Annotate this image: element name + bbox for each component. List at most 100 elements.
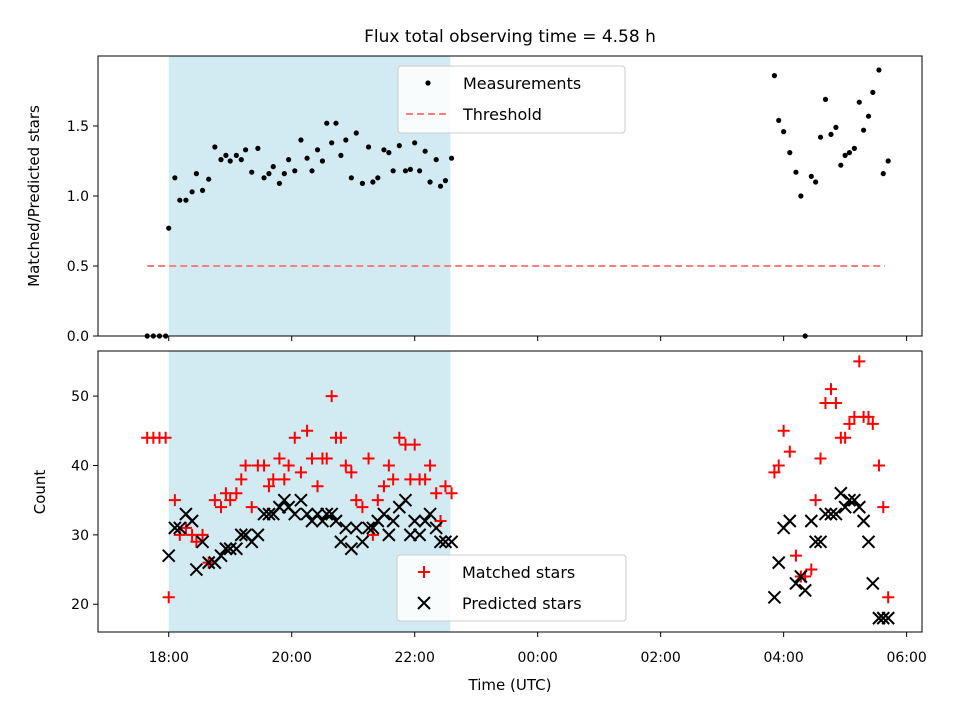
measurement-point xyxy=(255,145,261,151)
chart-title: Flux total observing time = 4.58 h xyxy=(364,27,656,47)
measurement-point xyxy=(402,168,409,174)
matched-star-point xyxy=(239,459,252,472)
bottom-y-tick-label: 40 xyxy=(71,458,89,474)
predicted-star-point xyxy=(412,528,427,542)
predicted-star-point xyxy=(386,514,400,528)
measurement-point xyxy=(249,169,255,175)
matched-star-point xyxy=(877,501,890,514)
predicted-star-point xyxy=(195,535,210,549)
predicted-star-point xyxy=(818,507,833,521)
measurement-point xyxy=(842,152,848,158)
predicted-star-point xyxy=(366,521,380,535)
predicted-star-point xyxy=(229,542,244,556)
predicted-star-point xyxy=(856,514,871,528)
measurement-point xyxy=(292,168,298,174)
measurement-point xyxy=(281,171,287,177)
predicted-star-point xyxy=(234,528,248,542)
top-y-tick-label: 0.0 xyxy=(67,329,89,345)
predicted-star-point xyxy=(444,535,459,549)
measurement-point xyxy=(870,89,876,95)
matched-star-point xyxy=(783,445,796,458)
measurement-point xyxy=(437,183,444,189)
predicted-star-point xyxy=(783,514,797,528)
legend-label-measurements: Measurements xyxy=(463,74,581,93)
matched-star-point xyxy=(305,452,318,465)
measurement-point xyxy=(218,157,224,163)
measurement-point xyxy=(266,171,272,177)
measurement-point xyxy=(390,168,396,174)
matched-star-point xyxy=(843,417,856,430)
top-panel: 0.0 0.5 1.0 1.5 Matched/Predicted stars Mea… xyxy=(25,55,923,345)
matched-star-point xyxy=(345,466,358,479)
predicted-star-point xyxy=(418,514,432,528)
predicted-star-point xyxy=(881,611,895,625)
predicted-star-point xyxy=(361,521,376,535)
measurement-point xyxy=(793,169,799,175)
x-tick-label: 04:00 xyxy=(763,650,803,666)
measurement-point xyxy=(261,175,267,181)
x-tick-label: 00:00 xyxy=(517,650,557,666)
predicted-star-point xyxy=(842,493,857,507)
matched-star-point xyxy=(862,410,875,423)
predicted-star-point xyxy=(262,507,276,521)
matched-star-point xyxy=(419,473,432,486)
x-axis-label: Time (UTC) xyxy=(468,676,552,694)
predicted-star-point xyxy=(339,521,353,535)
measurement-point xyxy=(422,148,428,154)
predicted-star-point xyxy=(838,500,852,514)
measurement-point xyxy=(433,157,439,163)
matched-star-point xyxy=(387,473,400,486)
matched-star-point xyxy=(445,487,458,500)
predicted-star-point xyxy=(185,514,199,528)
measurement-point xyxy=(781,129,787,135)
bottom-panel: 20 30 40 50 18:00 20:00 22:00 00:00 02:00 04:00 0… xyxy=(31,350,927,694)
predicted-star-point xyxy=(429,521,443,535)
matched-star-point xyxy=(325,390,338,403)
top-y-axis: 0.0 0.5 1.0 1.5 xyxy=(67,119,98,345)
predicted-star-point xyxy=(334,535,348,549)
measurement-point xyxy=(348,175,354,181)
measurement-point xyxy=(309,168,315,174)
measurement-point xyxy=(370,179,376,185)
measurement-point xyxy=(846,150,853,156)
predicted-star-point xyxy=(294,493,308,507)
matched-star-point xyxy=(262,480,275,493)
matched-star-point xyxy=(393,431,406,444)
matched-star-point xyxy=(371,494,384,507)
measurement-point xyxy=(381,147,387,153)
matched-star-point xyxy=(882,591,895,604)
legend-marker-matched xyxy=(418,566,430,578)
measurement-point xyxy=(808,173,814,179)
predicted-star-point xyxy=(804,514,819,528)
matched-star-point xyxy=(809,494,822,507)
matched-star-point xyxy=(439,480,452,493)
predicted-star-point xyxy=(813,535,828,549)
matched-star-point xyxy=(377,480,390,493)
predicted-star-point xyxy=(829,507,843,521)
x-tick-label: 22:00 xyxy=(395,650,435,666)
matched-star-point xyxy=(168,494,181,507)
bottom-y-axis: 20 30 40 50 xyxy=(71,389,98,613)
measurement-point xyxy=(833,124,839,130)
predicted-star-point xyxy=(798,583,812,598)
matched-star-point xyxy=(824,383,837,396)
measurement-point xyxy=(333,120,339,126)
matched-star-point xyxy=(356,501,369,514)
measurement-point xyxy=(166,225,172,231)
predicted-star-point xyxy=(251,528,265,542)
predicted-star-point xyxy=(438,535,453,549)
measurement-point xyxy=(359,180,366,186)
matched-star-point xyxy=(214,501,227,514)
predicted-star-point xyxy=(423,507,437,521)
matched-star-point xyxy=(382,459,395,472)
matched-stars-points xyxy=(141,355,895,604)
matched-star-point xyxy=(866,417,879,430)
measurement-points xyxy=(144,67,891,339)
predicted-star-point xyxy=(201,555,216,570)
measurement-point xyxy=(329,140,335,146)
predicted-star-point xyxy=(808,535,823,549)
matched-star-point xyxy=(320,452,333,465)
measurement-point xyxy=(838,162,844,168)
matched-star-point xyxy=(190,535,203,548)
measurement-point xyxy=(813,179,819,185)
